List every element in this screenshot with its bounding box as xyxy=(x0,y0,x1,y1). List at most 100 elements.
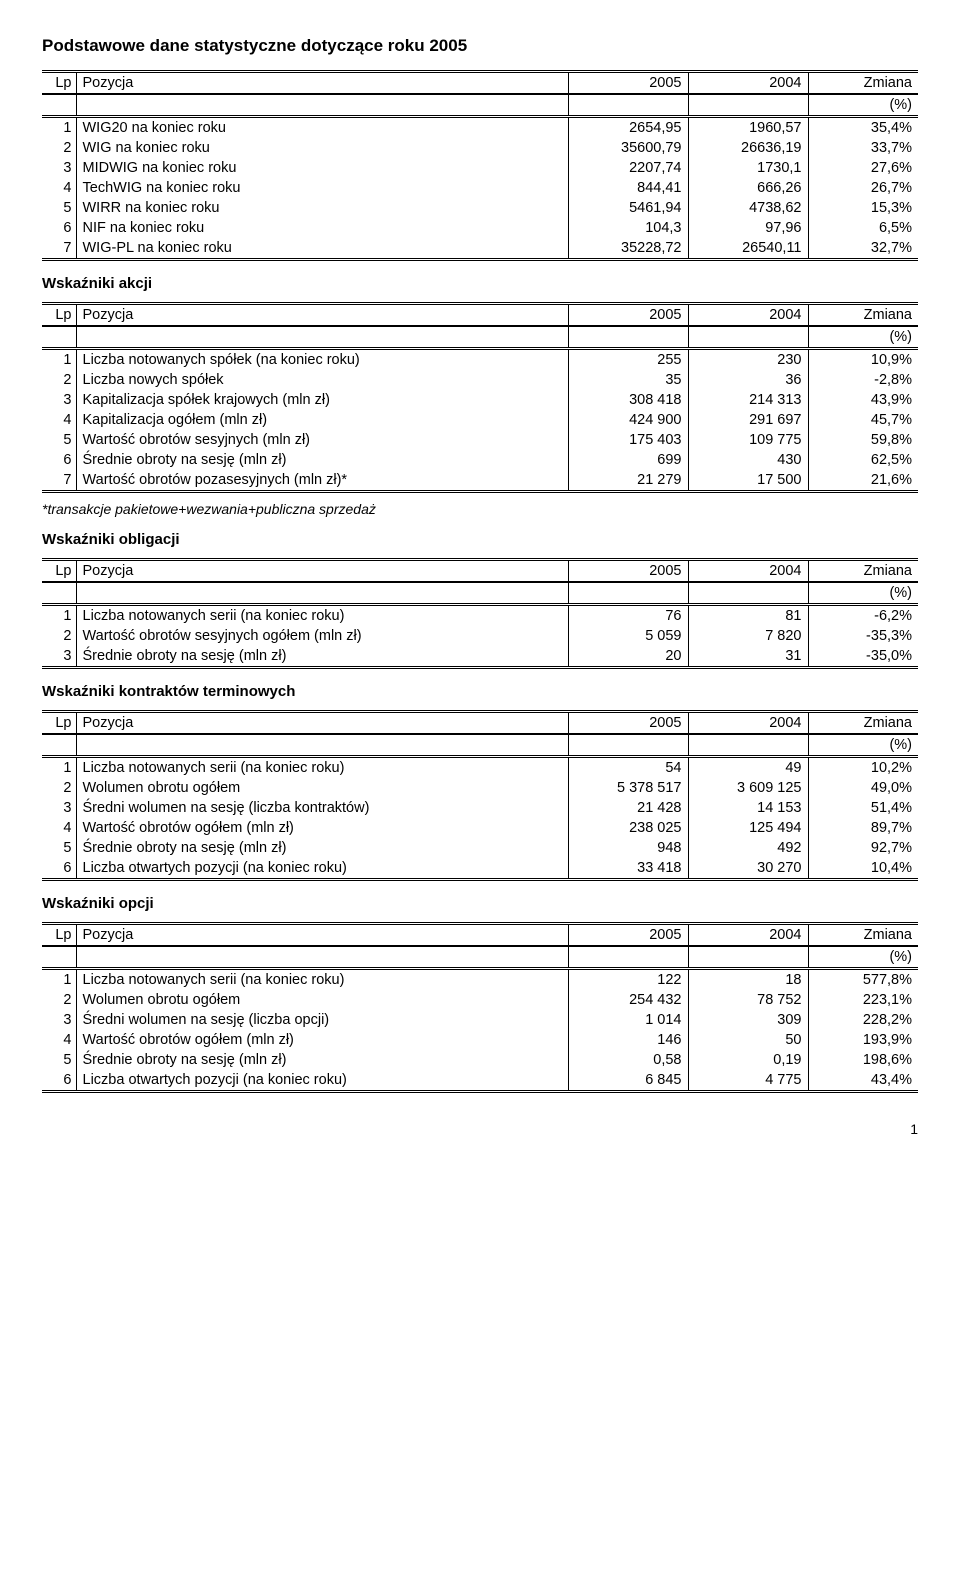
cell-zmiana: -2,8% xyxy=(808,370,918,390)
header-pct: (%) xyxy=(808,582,918,605)
header-pct: (%) xyxy=(808,94,918,117)
cell-2004: 125 494 xyxy=(688,818,808,838)
cell-2004: 26636,19 xyxy=(688,138,808,158)
cell-2005: 175 403 xyxy=(568,430,688,450)
cell-lp: 1 xyxy=(42,757,76,779)
cell-2004: 4738,62 xyxy=(688,198,808,218)
cell-zmiana: 62,5% xyxy=(808,450,918,470)
cell-lp: 3 xyxy=(42,390,76,410)
cell-2004: 430 xyxy=(688,450,808,470)
cell-2004: 291 697 xyxy=(688,410,808,430)
section-heading: Wskaźniki akcji xyxy=(42,275,918,292)
cell-2005: 104,3 xyxy=(568,218,688,238)
cell-2004: 1730,1 xyxy=(688,158,808,178)
cell-2005: 5461,94 xyxy=(568,198,688,218)
cell-2004: 78 752 xyxy=(688,990,808,1010)
header-2004-sub xyxy=(688,582,808,605)
cell-2005: 255 xyxy=(568,349,688,371)
cell-2005: 5 059 xyxy=(568,626,688,646)
header-2005-sub xyxy=(568,734,688,757)
table-row: 1WIG20 na koniec roku2654,951960,5735,4% xyxy=(42,117,918,139)
cell-2005: 20 xyxy=(568,646,688,668)
cell-2004: 3 609 125 xyxy=(688,778,808,798)
cell-pozycja: Średnie obroty na sesję (mln zł) xyxy=(76,450,568,470)
cell-2005: 2207,74 xyxy=(568,158,688,178)
cell-pozycja: MIDWIG na koniec roku xyxy=(76,158,568,178)
cell-2005: 844,41 xyxy=(568,178,688,198)
header-zmiana: Zmiana xyxy=(808,304,918,327)
data-table: LpPozycja20052004Zmiana(%)1Liczba notowa… xyxy=(42,558,918,669)
header-pct: (%) xyxy=(808,734,918,757)
cell-zmiana: 43,9% xyxy=(808,390,918,410)
cell-2004: 26540,11 xyxy=(688,238,808,260)
cell-zmiana: 26,7% xyxy=(808,178,918,198)
cell-2004: 230 xyxy=(688,349,808,371)
cell-pozycja: Liczba nowych spółek xyxy=(76,370,568,390)
cell-2005: 699 xyxy=(568,450,688,470)
table-row: 5WIRR na koniec roku5461,944738,6215,3% xyxy=(42,198,918,218)
cell-pozycja: Średnie obroty na sesję (mln zł) xyxy=(76,646,568,668)
cell-2005: 254 432 xyxy=(568,990,688,1010)
cell-2004: 36 xyxy=(688,370,808,390)
cell-2004: 50 xyxy=(688,1030,808,1050)
cell-lp: 1 xyxy=(42,605,76,627)
cell-2005: 1 014 xyxy=(568,1010,688,1030)
cell-2005: 35228,72 xyxy=(568,238,688,260)
cell-lp: 3 xyxy=(42,646,76,668)
cell-pozycja: WIG20 na koniec roku xyxy=(76,117,568,139)
cell-pozycja: Kapitalizacja spółek krajowych (mln zł) xyxy=(76,390,568,410)
cell-pozycja: Średnie obroty na sesję (mln zł) xyxy=(76,838,568,858)
header-lp-sub xyxy=(42,94,76,117)
cell-zmiana: 193,9% xyxy=(808,1030,918,1050)
header-2004-sub xyxy=(688,946,808,969)
cell-2004: 109 775 xyxy=(688,430,808,450)
cell-zmiana: 43,4% xyxy=(808,1070,918,1092)
header-2004: 2004 xyxy=(688,72,808,95)
table-row: 1Liczba notowanych serii (na koniec roku… xyxy=(42,757,918,779)
cell-zmiana: 45,7% xyxy=(808,410,918,430)
cell-2004: 214 313 xyxy=(688,390,808,410)
header-pozycja: Pozycja xyxy=(76,72,568,95)
header-lp: Lp xyxy=(42,712,76,735)
cell-zmiana: 228,2% xyxy=(808,1010,918,1030)
table-row: 7WIG-PL na koniec roku35228,7226540,1132… xyxy=(42,238,918,260)
cell-zmiana: 51,4% xyxy=(808,798,918,818)
cell-pozycja: WIG na koniec roku xyxy=(76,138,568,158)
data-table: LpPozycja20052004Zmiana(%)1WIG20 na koni… xyxy=(42,70,918,261)
section-heading: Wskaźniki obligacji xyxy=(42,531,918,548)
header-lp-sub xyxy=(42,326,76,349)
cell-pozycja: Liczba notowanych spółek (na koniec roku… xyxy=(76,349,568,371)
table-row: 1Liczba notowanych spółek (na koniec rok… xyxy=(42,349,918,371)
cell-pozycja: Liczba otwartych pozycji (na koniec roku… xyxy=(76,858,568,880)
cell-pozycja: WIRR na koniec roku xyxy=(76,198,568,218)
header-lp-sub xyxy=(42,582,76,605)
header-pct: (%) xyxy=(808,946,918,969)
cell-pozycja: Wolumen obrotu ogółem xyxy=(76,778,568,798)
cell-2005: 146 xyxy=(568,1030,688,1050)
cell-zmiana: 35,4% xyxy=(808,117,918,139)
cell-lp: 1 xyxy=(42,969,76,991)
header-poz-sub xyxy=(76,734,568,757)
header-lp-sub xyxy=(42,734,76,757)
header-lp: Lp xyxy=(42,72,76,95)
cell-zmiana: 27,6% xyxy=(808,158,918,178)
cell-2005: 33 418 xyxy=(568,858,688,880)
cell-pozycja: Średni wolumen na sesję (liczba kontrakt… xyxy=(76,798,568,818)
header-pozycja: Pozycja xyxy=(76,924,568,947)
header-2004-sub xyxy=(688,326,808,349)
cell-lp: 6 xyxy=(42,1070,76,1092)
cell-pozycja: Średnie obroty na sesję (mln zł) xyxy=(76,1050,568,1070)
header-2005: 2005 xyxy=(568,304,688,327)
header-2005: 2005 xyxy=(568,712,688,735)
cell-pozycja: Średni wolumen na sesję (liczba opcji) xyxy=(76,1010,568,1030)
table-row: 6Liczba otwartych pozycji (na koniec rok… xyxy=(42,1070,918,1092)
cell-pozycja: WIG-PL na koniec roku xyxy=(76,238,568,260)
cell-2005: 5 378 517 xyxy=(568,778,688,798)
cell-2005: 948 xyxy=(568,838,688,858)
cell-2004: 4 775 xyxy=(688,1070,808,1092)
header-pct: (%) xyxy=(808,326,918,349)
cell-pozycja: Wolumen obrotu ogółem xyxy=(76,990,568,1010)
header-2004: 2004 xyxy=(688,924,808,947)
cell-2005: 76 xyxy=(568,605,688,627)
section-heading: Wskaźniki kontraktów terminowych xyxy=(42,683,918,700)
